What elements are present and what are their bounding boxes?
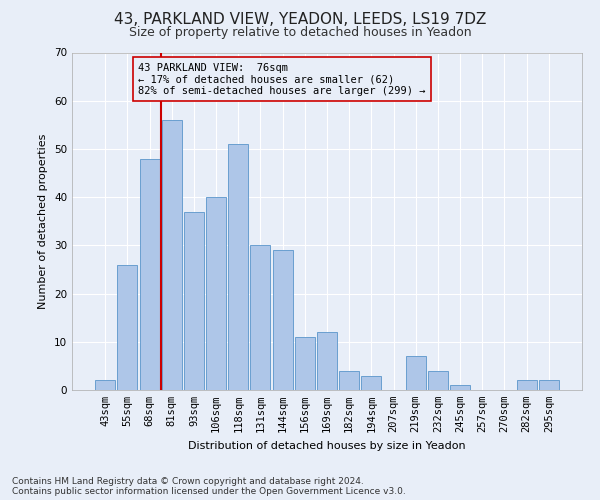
- Text: 43, PARKLAND VIEW, YEADON, LEEDS, LS19 7DZ: 43, PARKLAND VIEW, YEADON, LEEDS, LS19 7…: [114, 12, 486, 28]
- Text: Contains HM Land Registry data © Crown copyright and database right 2024.
Contai: Contains HM Land Registry data © Crown c…: [12, 476, 406, 496]
- Bar: [228, 144, 248, 390]
- Text: 43 PARKLAND VIEW:  76sqm
← 17% of detached houses are smaller (62)
82% of semi-d: 43 PARKLAND VIEW: 76sqm ← 17% of detache…: [139, 62, 426, 96]
- Bar: [317, 332, 337, 390]
- Bar: [339, 370, 359, 390]
- Bar: [184, 212, 204, 390]
- X-axis label: Distribution of detached houses by size in Yeadon: Distribution of detached houses by size …: [188, 440, 466, 450]
- Bar: [428, 370, 448, 390]
- Bar: [450, 385, 470, 390]
- Bar: [95, 380, 115, 390]
- Y-axis label: Number of detached properties: Number of detached properties: [38, 134, 49, 309]
- Bar: [140, 158, 160, 390]
- Bar: [162, 120, 182, 390]
- Bar: [250, 246, 271, 390]
- Bar: [406, 356, 426, 390]
- Bar: [206, 197, 226, 390]
- Bar: [361, 376, 382, 390]
- Bar: [539, 380, 559, 390]
- Bar: [272, 250, 293, 390]
- Text: Size of property relative to detached houses in Yeadon: Size of property relative to detached ho…: [128, 26, 472, 39]
- Bar: [295, 337, 315, 390]
- Bar: [118, 264, 137, 390]
- Bar: [517, 380, 536, 390]
